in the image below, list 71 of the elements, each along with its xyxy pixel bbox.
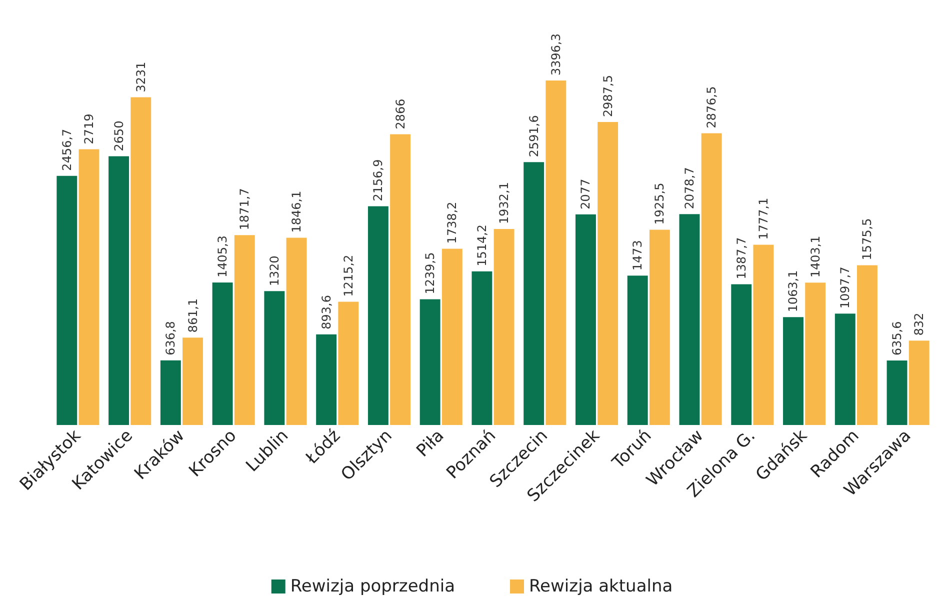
bar — [856, 265, 878, 425]
data-label: 2077 — [578, 178, 593, 210]
bar — [472, 271, 492, 425]
bar — [212, 282, 233, 425]
data-label: 1405,3 — [216, 235, 230, 278]
bar — [575, 214, 596, 425]
bar — [286, 238, 307, 425]
bar — [805, 282, 826, 425]
data-label: 2156,9 — [371, 159, 386, 202]
bar — [834, 314, 856, 425]
x-tick-label: Piła — [412, 426, 448, 462]
data-label: 2591,6 — [526, 115, 541, 158]
data-label: 1846,1 — [290, 190, 304, 233]
data-label: 1320 — [267, 256, 282, 286]
data-label: 1403,1 — [808, 236, 822, 278]
data-label: 1239,5 — [423, 252, 438, 294]
bar — [679, 214, 700, 425]
bar — [753, 244, 774, 425]
bar — [234, 235, 255, 425]
bar — [130, 97, 152, 425]
data-label: 1514,2 — [474, 224, 489, 266]
bar — [338, 302, 359, 425]
bar — [546, 80, 566, 425]
bar — [627, 276, 648, 425]
bar — [598, 122, 618, 425]
bar — [264, 291, 285, 425]
data-label: 1925,5 — [652, 182, 667, 225]
bar — [316, 334, 337, 425]
data-label: 2650 — [112, 120, 126, 152]
data-label: 2987,5 — [600, 74, 615, 117]
data-label: 1473 — [630, 240, 645, 271]
data-label: 1387,7 — [734, 237, 748, 280]
bar — [524, 162, 544, 425]
data-label: 636,8 — [164, 321, 178, 356]
bar — [160, 360, 181, 425]
data-label: 1738,2 — [445, 202, 460, 244]
bar — [886, 360, 908, 425]
bar — [701, 133, 722, 425]
bar — [56, 176, 78, 425]
data-label: 3396,3 — [548, 34, 563, 76]
data-label: 3231 — [134, 62, 148, 92]
bar — [390, 134, 411, 425]
bar — [182, 338, 203, 425]
bar — [783, 317, 804, 425]
data-label: 1871,7 — [238, 188, 252, 230]
data-label: 2078,7 — [682, 167, 696, 210]
data-label: 861,1 — [186, 298, 200, 333]
bar — [78, 149, 100, 425]
bar — [420, 299, 440, 425]
data-label: 1097,7 — [838, 266, 852, 309]
bar — [908, 340, 930, 425]
legend-label: Rewizja aktualna — [529, 576, 673, 596]
data-label: 635,6 — [890, 321, 904, 356]
bar — [368, 206, 388, 425]
data-label: 832 — [912, 312, 926, 336]
data-label: 1932,1 — [497, 182, 512, 224]
bar — [494, 229, 514, 425]
bar — [442, 248, 462, 425]
data-label: 1063,1 — [786, 270, 800, 312]
data-label: 1777,1 — [756, 198, 770, 240]
data-label: 2866 — [393, 98, 408, 130]
data-label: 2719 — [82, 114, 96, 144]
legend-label: Rewizja poprzednia — [290, 576, 456, 596]
bar — [649, 230, 670, 425]
bar — [731, 284, 752, 425]
bar — [108, 156, 130, 425]
data-label: 2456,7 — [60, 128, 74, 171]
data-label: 1575,5 — [860, 218, 874, 260]
data-label: 1215,2 — [341, 254, 356, 297]
data-label: 2876,5 — [704, 86, 719, 128]
data-label: 893,6 — [319, 295, 334, 330]
